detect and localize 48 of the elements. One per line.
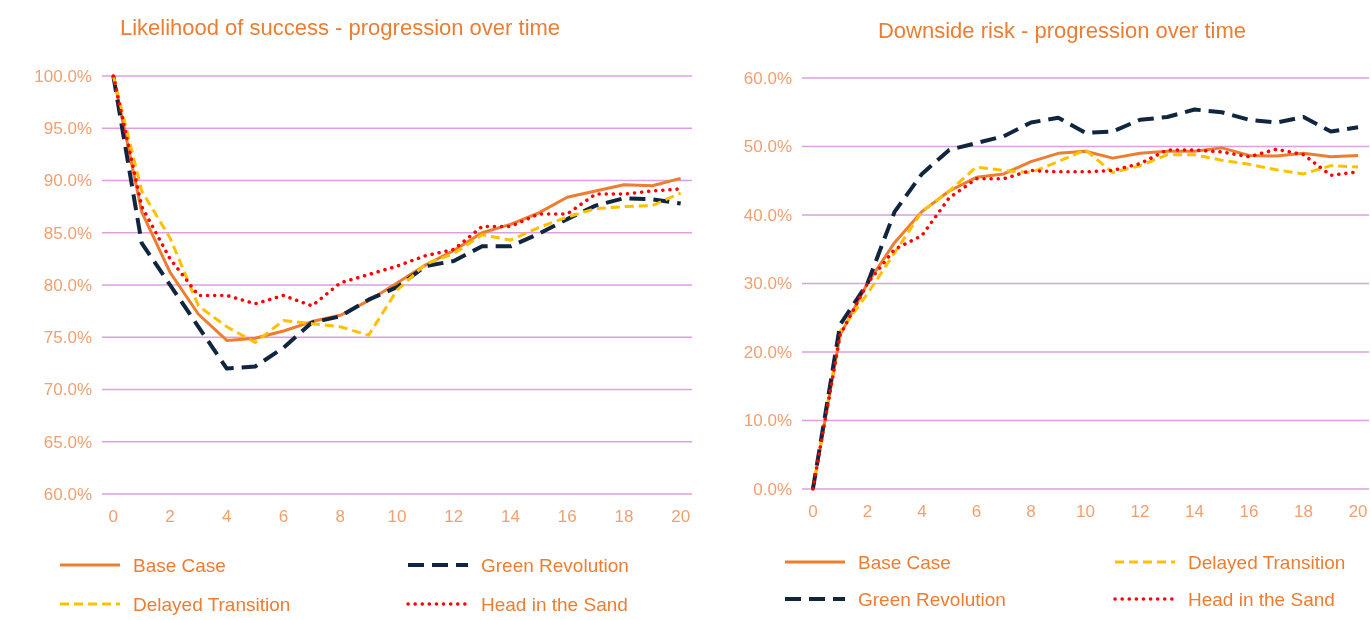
x-tick-label: 0 [108, 507, 119, 526]
x-tick-label: 2 [165, 507, 175, 526]
legend-label: Delayed Transition [133, 593, 291, 615]
legend-label: Head in the Sand [481, 593, 628, 615]
legend-label: Green Revolution [858, 588, 1006, 610]
x-tick-label: 18 [1294, 502, 1314, 521]
x-tick-label: 12 [1130, 502, 1150, 521]
y-tick-label: 100.0% [34, 66, 92, 86]
y-tick-label: 60.0% [43, 484, 92, 504]
legend-label: Base Case [133, 554, 226, 576]
x-tick-label: 18 [614, 507, 634, 526]
y-tick-label: 50.0% [743, 137, 792, 157]
y-tick-label: 90.0% [43, 171, 92, 191]
legend-label: Green Revolution [481, 554, 629, 576]
x-tick-label: 4 [222, 507, 232, 526]
x-tick-label: 4 [917, 502, 927, 521]
y-tick-label: 70.0% [43, 380, 92, 400]
x-tick-label: 10 [1076, 502, 1095, 521]
chart-title: Downside risk - progression over time [877, 18, 1247, 43]
x-tick-label: 6 [278, 507, 289, 526]
y-tick-label: 95.0% [43, 119, 92, 139]
x-tick-label: 16 [557, 507, 577, 526]
x-tick-label: 0 [808, 502, 818, 521]
legend-label: Delayed Transition [1188, 551, 1346, 573]
x-tick-label: 20 [671, 507, 691, 526]
y-tick-label: 80.0% [43, 275, 92, 295]
x-tick-label: 8 [335, 507, 345, 526]
y-tick-label: 85.0% [43, 223, 92, 243]
x-tick-label: 6 [971, 502, 982, 521]
x-tick-label: 12 [444, 507, 464, 526]
x-tick-label: 14 [501, 507, 520, 526]
x-tick-label: 8 [1026, 502, 1036, 521]
x-tick-label: 2 [862, 502, 873, 521]
y-tick-label: 65.0% [43, 432, 92, 452]
y-tick-label: 60.0% [743, 68, 792, 88]
x-tick-label: 16 [1239, 502, 1259, 521]
legend-label: Head in the Sand [1188, 588, 1335, 610]
y-tick-label: 75.0% [43, 328, 92, 348]
y-tick-label: 20.0% [743, 342, 792, 362]
x-tick-label: 10 [387, 507, 407, 526]
legend-label: Base Case [858, 551, 951, 573]
x-tick-label: 14 [1185, 502, 1204, 521]
y-tick-label: 30.0% [743, 274, 792, 294]
y-tick-label: 10.0% [743, 411, 792, 431]
y-tick-label: 0.0% [753, 479, 792, 499]
chart-title: Likelihood of success - progression over time [119, 15, 561, 40]
y-tick-label: 40.0% [743, 205, 792, 225]
x-tick-label: 20 [1348, 502, 1368, 521]
